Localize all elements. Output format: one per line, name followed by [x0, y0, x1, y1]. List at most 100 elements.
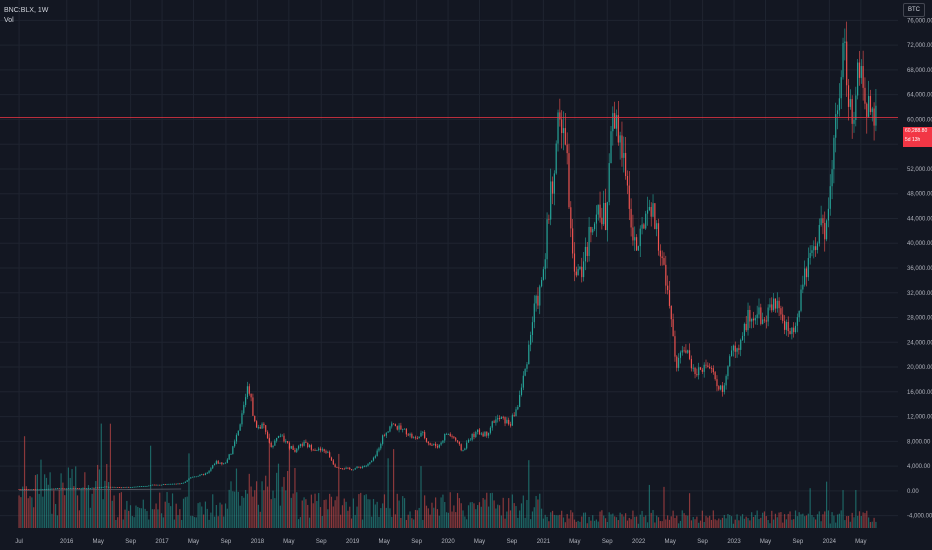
candle-body — [482, 433, 484, 437]
candle-body — [93, 487, 95, 489]
volume-bar — [387, 458, 389, 528]
candle-body — [325, 451, 327, 453]
volume-bar — [579, 521, 581, 528]
volume-bar — [508, 498, 510, 528]
candle-body — [140, 486, 143, 487]
candle-body — [224, 462, 227, 464]
volume-bar — [212, 494, 214, 528]
candle-body — [51, 488, 53, 490]
volume-bar — [466, 519, 468, 528]
volume-bar — [515, 506, 517, 528]
volume-bar — [340, 514, 342, 528]
candle-body — [573, 253, 576, 272]
candle-body — [674, 336, 676, 357]
candle-body — [42, 489, 44, 491]
volume-bar — [783, 514, 786, 528]
candle-body — [486, 431, 488, 436]
volume-bar — [763, 511, 766, 528]
candle-body — [71, 488, 73, 489]
candle-body — [714, 372, 716, 380]
candle-body — [612, 113, 614, 132]
currency-button[interactable]: BTC — [903, 3, 925, 17]
candle-body — [204, 473, 207, 475]
candle-body — [606, 202, 608, 231]
volume-bar — [219, 502, 221, 528]
volume-bar — [615, 517, 618, 528]
candle-body — [767, 307, 769, 322]
x-tick-label: 2016 — [60, 539, 74, 545]
candle-body — [493, 421, 495, 423]
volume-bar — [369, 499, 371, 528]
volume-bar — [274, 498, 276, 528]
volume-bar — [297, 519, 300, 528]
volume-bar — [862, 512, 864, 528]
candle-body — [407, 434, 409, 436]
volume-bar — [818, 511, 820, 528]
volume-bar — [740, 516, 742, 528]
volume-bar — [480, 506, 482, 528]
volume-bar — [599, 511, 601, 528]
volume-bar — [648, 484, 650, 528]
candle-body — [405, 428, 407, 435]
volume-bar — [756, 510, 758, 528]
candle-body — [462, 449, 464, 451]
candle-body — [418, 436, 420, 439]
volume-bar — [844, 520, 846, 528]
volume-bar — [815, 519, 817, 528]
volume-bar — [820, 521, 822, 528]
x-tick-label: 2020 — [441, 539, 455, 545]
candle-body — [449, 433, 451, 437]
candle-body — [303, 441, 305, 446]
volume-bar — [721, 517, 724, 528]
volume-bar — [84, 472, 86, 528]
candle-body — [22, 489, 24, 490]
volume-bar — [610, 514, 612, 528]
volume-bar — [524, 517, 526, 528]
x-tick-label: 2021 — [537, 539, 551, 545]
volume-bar — [140, 508, 143, 528]
candle-body — [206, 472, 208, 474]
candle-body — [175, 483, 177, 485]
volume-bar — [241, 495, 243, 528]
candle-body — [431, 444, 433, 446]
candle-body — [858, 62, 861, 78]
candle-body — [473, 433, 475, 437]
candle-body — [783, 320, 786, 330]
y-tick-label: 72,000.00 — [907, 43, 932, 49]
candle-body — [824, 223, 826, 240]
volume-bar — [44, 474, 46, 528]
candle-body — [572, 228, 574, 254]
candle-body — [871, 108, 873, 113]
chart-grid — [0, 0, 898, 528]
volume-bar — [593, 520, 596, 528]
candle-body — [495, 419, 497, 423]
y-tick-label: 40,000.00 — [907, 241, 932, 247]
volume-bar — [296, 492, 298, 528]
volume-bar — [628, 517, 630, 528]
volume-bar — [435, 497, 437, 528]
candle-body — [221, 462, 223, 465]
volume-bar — [577, 520, 579, 528]
candle-body — [398, 425, 400, 430]
candle-body — [212, 465, 214, 469]
candle-body — [413, 437, 415, 439]
volume-bar — [382, 503, 384, 528]
volume-bar — [573, 519, 576, 528]
volume-bar — [551, 510, 554, 528]
volume-bar — [791, 519, 793, 528]
volume-bar — [535, 496, 537, 528]
y-tick-label: 52,000.00 — [907, 167, 932, 173]
volume-bar — [115, 519, 117, 528]
candle-body — [285, 441, 287, 442]
volume-bar — [82, 487, 84, 528]
volume-bar — [171, 493, 174, 528]
volume-bar — [860, 515, 862, 528]
volume-bar — [493, 500, 495, 528]
candle-body — [283, 435, 285, 442]
candle-body — [276, 438, 278, 441]
candle-body — [756, 314, 758, 319]
candle-body — [738, 348, 740, 350]
volume-bar — [146, 511, 148, 528]
candle-body — [625, 153, 627, 176]
